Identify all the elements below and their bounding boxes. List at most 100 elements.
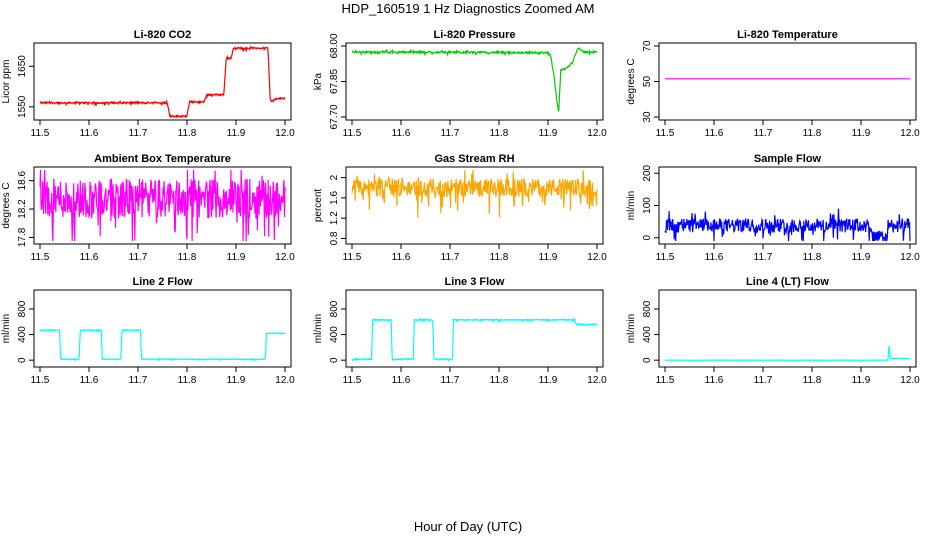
data-series-line — [39, 45, 286, 119]
y-tick-label: 67.85 — [329, 69, 340, 94]
x-tick-label: 11.7 — [129, 252, 148, 263]
x-tick-label: 11.7 — [754, 128, 773, 139]
y-axis-label: ml/min — [626, 314, 637, 343]
x-tick-label: 11.5 — [343, 375, 362, 386]
panel-title: Line 3 Flow — [445, 276, 505, 288]
y-tick-label: 0 — [642, 235, 653, 241]
y-tick-label: 70 — [642, 40, 653, 52]
y-tick-label: 800 — [17, 300, 28, 317]
x-tick-label: 11.9 — [227, 128, 246, 139]
x-tick-label: 12.0 — [900, 128, 920, 139]
data-series-line — [39, 169, 286, 242]
x-tick-label: 12.0 — [275, 375, 295, 386]
x-tick-label: 12.0 — [900, 375, 920, 386]
x-tick-label: 11.8 — [178, 128, 197, 139]
x-tick-label: 11.7 — [441, 252, 460, 263]
y-tick-label: 18.2 — [17, 199, 28, 219]
x-tick-label: 11.6 — [392, 252, 411, 263]
x-tick-label: 11.7 — [129, 128, 148, 139]
y-tick-label: 1.2 — [329, 211, 340, 225]
x-tick-label: 12.0 — [587, 252, 607, 263]
panel-title: Li-820 Pressure — [434, 29, 516, 41]
y-tick-label: 17.8 — [17, 227, 28, 247]
y-tick-label: 2 — [329, 174, 340, 180]
panel-6: Sample Flow ml/min 11.5 11.6 11.7 11.8 11.9 12.… — [626, 153, 920, 263]
x-tick-label: 11.7 — [129, 375, 148, 386]
panel-1: Li-820 CO2 Licor ppm 11.5 11.6 11.7 11.8 11.9 1… — [1, 29, 295, 139]
plot-frame — [345, 166, 604, 245]
x-tick-label: 11.9 — [227, 252, 246, 263]
x-tick-label: 11.5 — [31, 128, 50, 139]
x-tick-label: 11.9 — [539, 252, 558, 263]
y-tick-label: 0 — [329, 357, 340, 363]
y-tick-label: 400 — [17, 326, 28, 343]
x-tick-label: 11.7 — [441, 375, 460, 386]
data-series-line — [351, 317, 598, 363]
panel-4: Ambient Box Temperature degrees C 11.5 11.6… — [1, 153, 295, 263]
y-tick-label: 68.00 — [329, 33, 340, 58]
y-tick-label: 1550 — [17, 95, 28, 118]
y-axis-label: ml/min — [626, 191, 637, 220]
plot-frame — [658, 289, 917, 368]
x-tick-label: 11.8 — [178, 252, 197, 263]
panel-title: Li-820 CO2 — [134, 29, 191, 41]
x-tick-label: 11.9 — [852, 375, 871, 386]
x-tick-label: 11.6 — [392, 375, 411, 386]
data-series-line — [351, 47, 598, 112]
panel-title: Line 2 Flow — [133, 276, 193, 288]
y-axis-label: kPa — [313, 72, 324, 90]
y-tick-label: 400 — [329, 326, 340, 343]
x-tick-label: 11.8 — [490, 252, 509, 263]
x-tick-label: 11.9 — [227, 375, 246, 386]
y-tick-label: 1.6 — [329, 191, 340, 205]
x-tick-label: 11.5 — [343, 252, 362, 263]
x-tick-label: 11.8 — [803, 252, 822, 263]
y-axis-label: degrees C — [626, 58, 637, 104]
x-tick-label: 11.5 — [31, 252, 50, 263]
panel-5: Gas Stream RH percent 11.5 11.6 11.7 11.8 11.9… — [313, 153, 607, 263]
plot-frame — [33, 166, 292, 245]
x-tick-label: 11.8 — [490, 375, 509, 386]
x-tick-label: 11.5 — [656, 375, 675, 386]
data-series-line — [351, 169, 598, 218]
panel-title: Li-820 Temperature — [737, 29, 838, 41]
data-series-line — [39, 328, 286, 363]
x-tick-label: 11.6 — [80, 375, 99, 386]
x-tick-label: 11.8 — [803, 375, 822, 386]
x-tick-label: 11.7 — [754, 375, 773, 386]
y-tick-label: 200 — [642, 164, 653, 181]
x-tick-label: 11.6 — [705, 375, 724, 386]
y-axis-label: Licor ppm — [1, 60, 12, 104]
panel-title: Ambient Box Temperature — [94, 153, 231, 165]
y-tick-label: 0 — [642, 357, 653, 363]
panel-title: Sample Flow — [754, 153, 822, 165]
panel-title: Gas Stream RH — [434, 153, 514, 165]
plot-frame — [345, 289, 604, 368]
x-tick-label: 12.0 — [587, 128, 607, 139]
y-tick-label: 1650 — [17, 55, 28, 78]
panel-title: Line 4 (LT) Flow — [746, 276, 829, 288]
plot-frame — [345, 42, 604, 121]
x-tick-label: 11.5 — [656, 128, 675, 139]
x-tick-label: 11.5 — [31, 375, 50, 386]
figure-x-axis-label: Hour of Day (UTC) — [414, 519, 522, 534]
x-tick-label: 11.6 — [705, 128, 724, 139]
panel-2: Li-820 Pressure kPa 11.5 11.6 11.7 11.8 11.9 12… — [313, 29, 607, 139]
x-tick-label: 11.9 — [539, 375, 558, 386]
x-tick-label: 11.8 — [178, 375, 197, 386]
x-tick-label: 12.0 — [900, 252, 920, 263]
y-tick-label: 67.70 — [329, 104, 340, 129]
plot-frame — [33, 289, 292, 368]
panel-8: Line 3 Flow ml/min 11.5 11.6 11.7 11.8 11.9 12.… — [313, 276, 607, 386]
y-axis-label: degrees C — [1, 182, 12, 228]
plot-frame — [33, 42, 292, 121]
x-tick-label: 11.6 — [705, 252, 724, 263]
x-tick-label: 11.5 — [343, 128, 362, 139]
x-tick-label: 11.9 — [852, 252, 871, 263]
y-tick-label: 800 — [329, 300, 340, 317]
x-tick-label: 11.8 — [490, 128, 509, 139]
y-axis-label: ml/min — [1, 314, 12, 343]
x-tick-label: 12.0 — [275, 252, 295, 263]
y-tick-label: 400 — [642, 326, 653, 343]
